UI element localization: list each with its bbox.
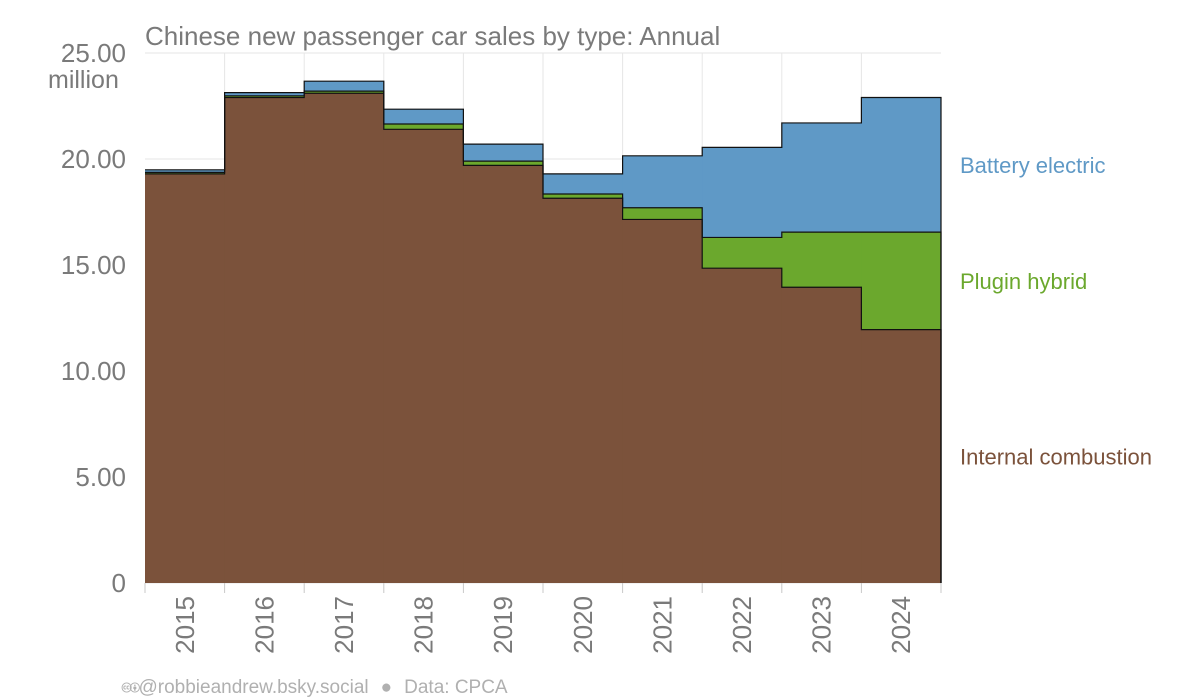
y-tick-label: 15.00 [61, 250, 126, 280]
plugin-hybrid-area-2022 [702, 237, 783, 269]
battery-electric-area-2018 [383, 109, 464, 125]
plugin-hybrid-area-2020 [543, 193, 624, 199]
plugin-hybrid-area-2023 [781, 232, 862, 288]
y-axis-ticks: 0 5.00 10.00 15.00 20.00 25.00 [61, 38, 126, 598]
y-tick-label: 0 [112, 568, 126, 598]
plugin-hybrid-area-2021 [622, 207, 703, 220]
credit-source: Data: CPCA [404, 677, 508, 698]
x-tick-label: 2015 [170, 596, 200, 654]
credit-handle: @robbieandrew.bsky.social [138, 677, 369, 698]
battery-electric-area-2024 [861, 97, 942, 233]
series-label-plugin-hybrid: Plugin hybrid [960, 269, 1087, 294]
internal-combustion-area-2020 [543, 198, 624, 583]
plugin-hybrid-area-2018 [383, 124, 464, 130]
stacked-areas [145, 80, 942, 584]
chart-title: Chinese new passenger car sales by type:… [145, 21, 721, 51]
battery-electric-area-2023 [781, 122, 862, 233]
internal-combustion-area-2018 [383, 129, 464, 583]
battery-electric-area-2021 [622, 155, 703, 208]
x-tick-label: 2022 [727, 596, 757, 654]
internal-combustion-area-2017 [304, 93, 385, 583]
plugin-hybrid-area-2024 [861, 232, 942, 330]
cc-by-icon: 🅭🅯 [122, 680, 139, 697]
battery-electric-area-2017 [304, 81, 385, 92]
plugin-hybrid-outline [145, 90, 942, 583]
series-label-battery-electric: Battery electric [960, 153, 1106, 178]
battery-electric-area-2016 [224, 92, 305, 96]
x-tick-label: 2020 [568, 596, 598, 654]
y-tick-label: 20.00 [61, 144, 126, 174]
battery-electric-area-2015 [145, 169, 226, 173]
internal-combustion-area-2021 [622, 219, 703, 584]
y-tick-label: 5.00 [75, 462, 126, 492]
internal-combustion-area-2024 [861, 329, 942, 583]
plugin-hybrid-area-2016 [224, 95, 305, 98]
plugin-hybrid-area-2015 [145, 172, 226, 174]
battery-electric-area-2022 [702, 147, 783, 238]
series-labels: Internal combustion Plugin hybrid Battery … [960, 153, 1152, 469]
plugin-hybrid-area-2019 [463, 161, 544, 166]
battery-electric-outline [145, 80, 942, 583]
y-axis-unit-label: million [48, 66, 119, 94]
credit-separator: ● [380, 677, 393, 698]
x-tick-label: 2019 [488, 596, 518, 654]
x-tick-label: 2023 [807, 596, 837, 654]
internal-combustion-area-2023 [781, 287, 862, 583]
x-tick-label: 2024 [886, 596, 916, 654]
series-label-internal-combustion: Internal combustion [960, 444, 1152, 469]
internal-combustion-area-2015 [145, 173, 226, 583]
y-tick-label: 25.00 [61, 38, 126, 68]
internal-combustion-area-2022 [702, 268, 783, 583]
internal-combustion-area-2019 [463, 165, 544, 584]
internal-combustion-area-2016 [224, 97, 305, 584]
credit-line: 🅭🅯@robbieandrew.bsky.social ● Data: CPCA [122, 677, 508, 699]
x-tick-label: 2021 [647, 596, 677, 654]
plugin-hybrid-area-2017 [304, 91, 385, 94]
y-tick-label: 10.00 [61, 356, 126, 386]
x-tick-label: 2017 [329, 596, 359, 654]
battery-electric-area-2019 [463, 144, 544, 162]
x-tick-label: 2018 [409, 596, 439, 654]
x-tick-label: 2016 [249, 596, 279, 654]
battery-electric-area-2020 [543, 173, 624, 194]
x-axis-ticks: 2015 2016 2017 2018 2019 2020 2021 2022 2023 2024 [144, 583, 942, 654]
